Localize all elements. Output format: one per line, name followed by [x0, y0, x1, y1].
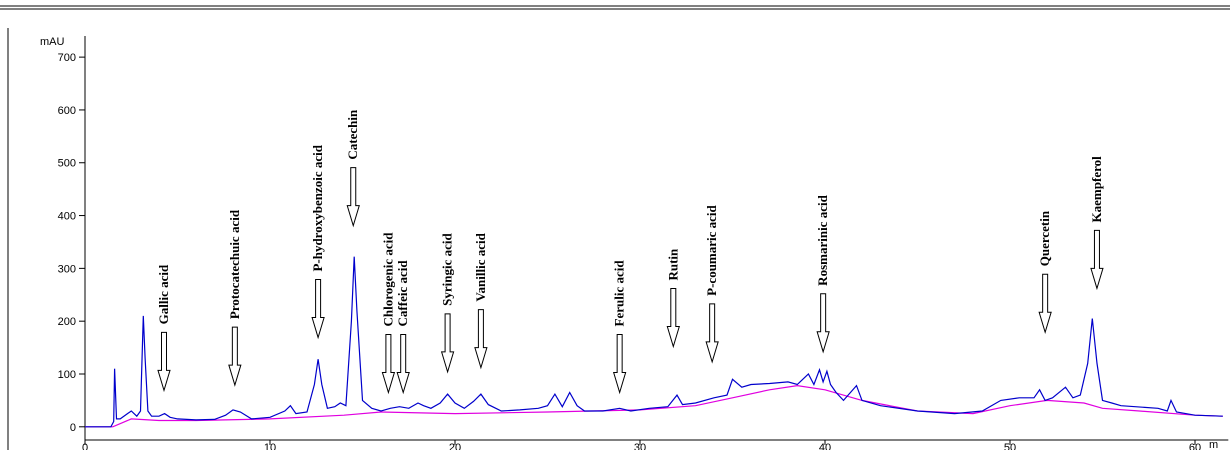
annotation-arrow	[612, 333, 627, 395]
x-tick-label: 20	[449, 442, 461, 450]
annotation-label: Caffeic acid	[395, 260, 410, 327]
x-axis-label: m	[1209, 439, 1218, 450]
annotation-label: Catechin	[345, 109, 360, 160]
y-tick-label: 100	[58, 369, 76, 381]
y-tick-label: 500	[58, 158, 76, 170]
series-line	[85, 256, 1223, 428]
x-tick-label: 0	[82, 442, 88, 450]
annotation-arrow	[1038, 273, 1052, 335]
annotation-label: P-hydroxybenzoic acid	[310, 144, 325, 271]
annotation-label: Kaempferol	[1089, 156, 1104, 223]
annotation-label: Protocatechuic acid	[227, 209, 242, 319]
annotation-arrow	[346, 167, 360, 228]
annotation-arrow	[381, 333, 396, 395]
annotation-label: P-coumaric acid	[704, 204, 719, 295]
y-tick-label: 700	[58, 52, 76, 64]
series-line	[85, 384, 1223, 428]
annotation-arrow	[440, 313, 455, 374]
y-tick-label: 300	[58, 263, 76, 275]
y-tick-label: 600	[58, 105, 76, 117]
annotation-label: Vanillic acid	[473, 232, 488, 301]
annotation-label: Syringic acid	[440, 233, 455, 306]
annotation-arrow	[396, 333, 410, 395]
annotation-arrow	[705, 303, 719, 364]
annotation-label: Rosmarinic acid	[815, 194, 830, 285]
annotation-arrow	[157, 331, 171, 393]
annotation-arrow	[474, 309, 488, 370]
x-tick-label: 60	[1189, 442, 1201, 450]
y-tick-label: 200	[58, 316, 76, 328]
annotation-label: Ferulic acid	[612, 260, 627, 327]
annotation-label: Chlorogenic acid	[380, 232, 395, 327]
annotation-arrow	[1090, 229, 1104, 291]
x-tick-label: 30	[634, 442, 646, 450]
y-axis-label: mAU	[40, 36, 65, 48]
y-tick-label: 400	[58, 211, 76, 223]
annotation-arrow	[816, 293, 830, 354]
annotation-arrow	[228, 326, 242, 387]
x-tick-label: 50	[1004, 442, 1016, 450]
x-tick-label: 10	[264, 442, 276, 450]
annotation-label: Quercetin	[1037, 210, 1052, 266]
x-tick-label: 40	[819, 442, 831, 450]
annotation-label: Rutin	[665, 248, 680, 281]
y-tick-label: 0	[70, 422, 76, 434]
annotation-label: Gallic acid	[156, 264, 171, 324]
annotation-arrow	[311, 279, 325, 340]
annotation-arrow	[666, 288, 680, 349]
